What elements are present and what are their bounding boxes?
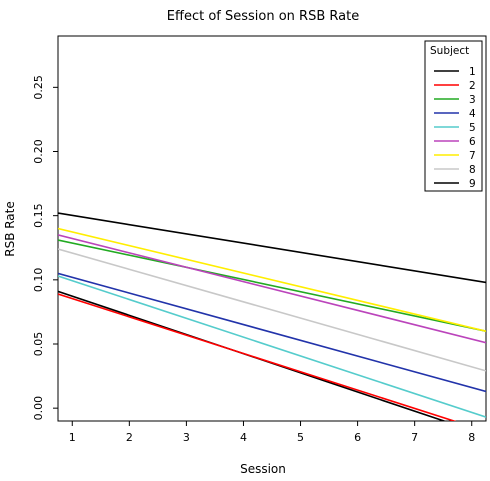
legend-label-1: 1 [469, 66, 476, 78]
y-tick-label: 0.25 [32, 75, 45, 100]
x-tick-label: 8 [468, 431, 475, 444]
legend-label-5: 5 [469, 122, 476, 134]
x-axis: 1 2 3 4 5 6 7 8 [69, 421, 475, 444]
legend-label-4: 4 [469, 108, 476, 120]
y-tick-label: 0.00 [32, 396, 45, 421]
series-line-4 [58, 272, 486, 393]
y-tick-label: 0.10 [32, 268, 45, 293]
x-tick-label: 5 [297, 431, 304, 444]
chart-title: Effect of Session on RSB Rate [167, 9, 359, 24]
x-tick-label: 1 [69, 431, 76, 444]
legend-label-8: 8 [469, 164, 476, 176]
series-layer [58, 212, 486, 421]
legend-label-9: 9 [469, 178, 476, 190]
series-line-8 [58, 248, 486, 372]
series-line-7 [58, 227, 486, 332]
x-tick-label: 7 [411, 431, 418, 444]
legend-label-6: 6 [469, 136, 476, 148]
legend-label-3: 3 [469, 94, 476, 106]
x-axis-label: Session [240, 462, 286, 476]
series-line-9 [58, 212, 486, 284]
y-tick-label: 0.15 [32, 203, 45, 228]
legend-title: Subject [430, 45, 469, 57]
x-tick-label: 4 [240, 431, 247, 444]
legend-box [424, 40, 483, 192]
series-line-2 [58, 293, 457, 421]
y-axis-label: RSB Rate [3, 201, 17, 257]
x-tick-label: 2 [126, 431, 133, 444]
legend-label-7: 7 [469, 150, 476, 162]
y-axis: 0.00 0.05 0.10 0.15 0.20 0.25 [32, 75, 58, 420]
x-tick-label: 3 [183, 431, 190, 444]
series-line-5 [58, 275, 486, 418]
y-tick-label: 0.20 [32, 139, 45, 164]
y-tick-label: 0.05 [32, 332, 45, 357]
series-line-6 [58, 234, 486, 344]
x-tick-label: 6 [354, 431, 361, 444]
legend-label-2: 2 [469, 80, 476, 92]
series-line-3 [58, 239, 486, 332]
